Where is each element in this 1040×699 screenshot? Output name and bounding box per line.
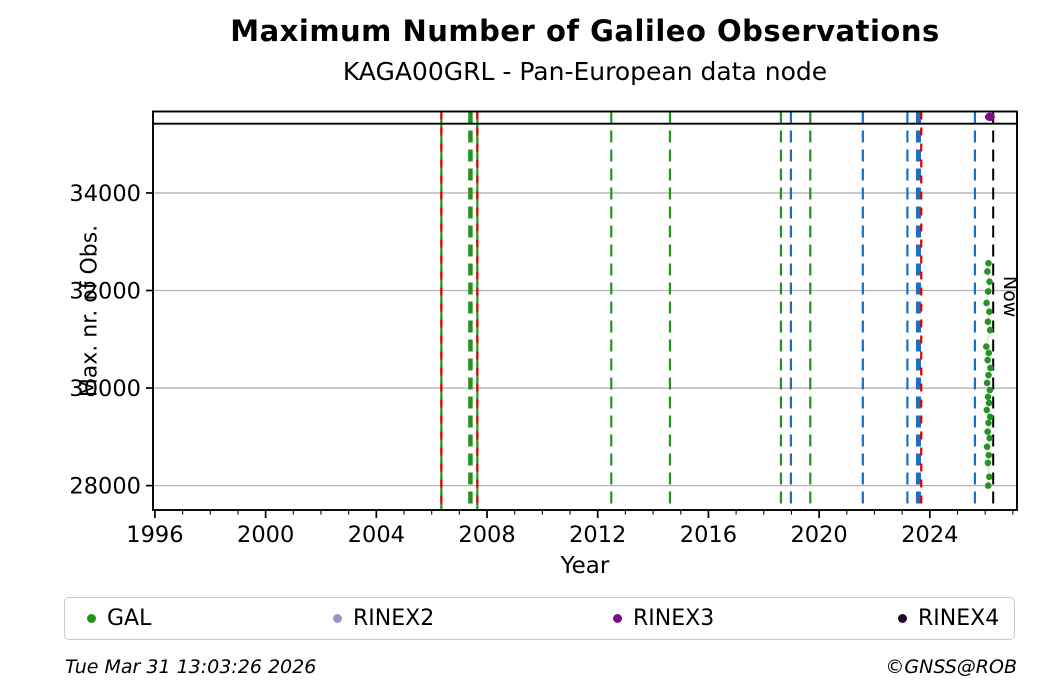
legend-item-rinex2: RINEX2 [333,598,434,639]
now-label: Now [999,276,1021,317]
legend-item-rinex4: RINEX4 [898,598,999,639]
legend-label: RINEX4 [918,606,1000,631]
rinex2-marker-icon [333,614,342,623]
svg-text:1996: 1996 [126,522,183,548]
svg-text:30000: 30000 [69,376,141,402]
svg-text:2016: 2016 [680,522,737,548]
svg-text:2024: 2024 [901,522,958,548]
rinex3-marker [984,112,995,122]
svg-text:2020: 2020 [790,522,847,548]
svg-text:34000: 34000 [69,181,141,207]
svg-text:32000: 32000 [69,279,141,305]
y-axis-label: Max. nr. of Obs. [77,224,103,398]
legend-item-rinex3: RINEX3 [613,598,714,639]
tick-labels: 1996 2000 2004 2008 2012 2016 2020 2024 28000 300… [69,181,958,548]
legend: GAL RINEX2 RINEX3 RINEX4 [64,597,1015,640]
svg-text:2012: 2012 [569,522,626,548]
x-axis-label: Year [560,553,610,579]
axis-ticks [146,192,1014,518]
svg-text:2000: 2000 [237,522,294,548]
plot-frame [152,110,1018,511]
event-lines [440,111,977,510]
svg-text:2004: 2004 [348,522,405,548]
gal-marker-icon [87,614,96,623]
footer-timestamp: Tue Mar 31 13:03:26 2026 [65,656,317,678]
gal-scatter [982,259,994,489]
svg-text:2008: 2008 [458,522,515,548]
rinex3-marker-icon [613,614,622,623]
legend-label: RINEX2 [353,606,435,631]
svg-text:28000: 28000 [69,474,141,500]
legend-item-gal: GAL [87,598,151,639]
page-subtitle: KAGA00GRL - Pan-European data node [342,57,828,86]
footer-credit: ©GNSS@ROB [885,656,1017,678]
gridlines [153,192,1017,487]
legend-label: GAL [107,606,152,631]
page-title: Maximum Number of Galileo Observations [230,14,940,48]
rinex4-marker-icon [898,614,907,623]
legend-label: RINEX3 [633,606,715,631]
